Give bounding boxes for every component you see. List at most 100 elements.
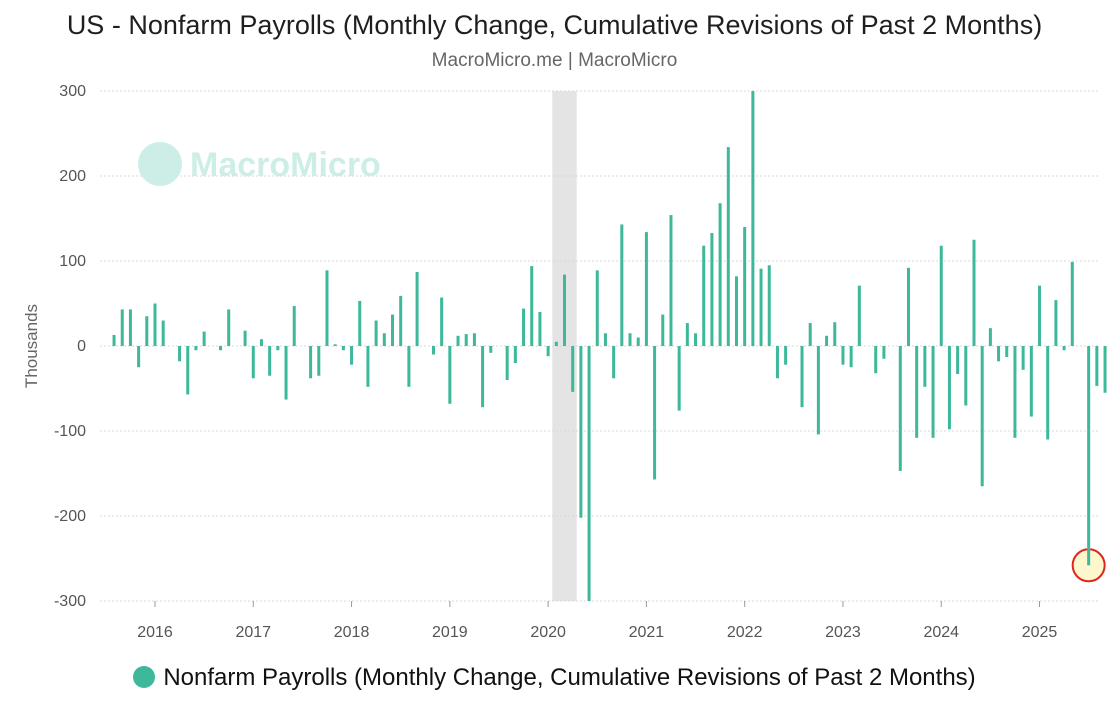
bar[interactable] <box>1005 346 1009 358</box>
bar[interactable] <box>825 335 829 346</box>
bar[interactable] <box>456 335 460 346</box>
bar[interactable] <box>718 203 722 346</box>
bar[interactable] <box>251 346 255 379</box>
bar[interactable] <box>980 346 984 487</box>
bar[interactable] <box>522 308 526 346</box>
bar[interactable] <box>137 346 141 368</box>
bar[interactable] <box>849 346 853 368</box>
bar[interactable] <box>276 346 280 351</box>
bar[interactable] <box>472 333 476 346</box>
bar[interactable] <box>374 320 378 347</box>
bar[interactable] <box>841 346 845 365</box>
bar[interactable] <box>743 227 747 346</box>
bar[interactable] <box>153 303 157 347</box>
bar-highlighted[interactable] <box>1087 346 1091 566</box>
bar[interactable] <box>1095 346 1099 386</box>
bar[interactable] <box>956 346 960 375</box>
bar[interactable] <box>243 330 247 346</box>
bar[interactable] <box>1038 285 1042 346</box>
bar[interactable] <box>505 346 509 380</box>
bar[interactable] <box>309 346 313 379</box>
bar[interactable] <box>579 346 583 518</box>
bar[interactable] <box>464 334 468 346</box>
bar[interactable] <box>538 312 542 346</box>
bar[interactable] <box>800 346 804 408</box>
bar[interactable] <box>906 267 910 346</box>
bar[interactable] <box>489 346 493 353</box>
bar[interactable] <box>145 316 149 346</box>
bar[interactable] <box>120 309 124 346</box>
bar[interactable] <box>284 346 288 400</box>
bar[interactable] <box>816 346 820 435</box>
bar[interactable] <box>1029 346 1033 417</box>
bar[interactable] <box>259 339 263 346</box>
bar[interactable] <box>325 270 329 346</box>
bar[interactable] <box>350 346 354 365</box>
bar[interactable] <box>931 346 935 438</box>
bar[interactable] <box>784 346 788 365</box>
bar[interactable] <box>661 314 665 346</box>
bar[interactable] <box>628 333 632 346</box>
bar[interactable] <box>268 346 272 376</box>
bar[interactable] <box>1013 346 1017 438</box>
bar[interactable] <box>1046 346 1050 440</box>
bar[interactable] <box>947 346 951 430</box>
bar[interactable] <box>333 344 337 346</box>
bar[interactable] <box>775 346 779 379</box>
bar[interactable] <box>391 314 395 346</box>
bar[interactable] <box>882 346 886 359</box>
legend[interactable]: Nonfarm Payrolls (Monthly Change, Cumula… <box>0 664 1109 692</box>
bar[interactable] <box>554 341 558 346</box>
bar[interactable] <box>415 272 419 346</box>
bar[interactable] <box>546 346 550 357</box>
bar[interactable] <box>603 333 607 346</box>
bar[interactable] <box>481 346 485 408</box>
bar[interactable] <box>202 331 206 346</box>
bar[interactable] <box>972 239 976 346</box>
bar[interactable] <box>571 346 575 392</box>
bar[interactable] <box>997 346 1001 362</box>
bar[interactable] <box>636 337 640 347</box>
bar[interactable] <box>219 346 223 351</box>
bar[interactable] <box>898 346 902 471</box>
bar[interactable] <box>751 91 755 346</box>
bar[interactable] <box>620 224 624 346</box>
bar[interactable] <box>595 270 599 346</box>
bar[interactable] <box>669 215 673 346</box>
bar[interactable] <box>726 147 730 346</box>
bar[interactable] <box>358 300 362 346</box>
bar[interactable] <box>407 346 411 387</box>
bar[interactable] <box>808 323 812 346</box>
bar[interactable] <box>366 346 370 387</box>
bar[interactable] <box>685 323 689 346</box>
bar[interactable] <box>1054 300 1058 346</box>
bar[interactable] <box>964 346 968 406</box>
bar[interactable] <box>915 346 919 438</box>
bar[interactable] <box>530 266 534 346</box>
bar[interactable] <box>1062 346 1066 351</box>
bar[interactable] <box>710 232 714 346</box>
bar[interactable] <box>186 346 190 395</box>
bar[interactable] <box>857 285 861 346</box>
bar[interactable] <box>644 232 648 346</box>
bar[interactable] <box>694 333 698 346</box>
bar[interactable] <box>702 245 706 346</box>
bar[interactable] <box>563 274 566 346</box>
bar[interactable] <box>653 346 657 480</box>
bar[interactable] <box>431 346 435 355</box>
bar[interactable] <box>767 265 771 346</box>
bar[interactable] <box>1021 346 1025 370</box>
bar[interactable] <box>440 297 444 346</box>
bar[interactable] <box>587 346 591 601</box>
bar[interactable] <box>833 322 837 346</box>
bar[interactable] <box>1070 261 1074 346</box>
bar[interactable] <box>513 346 517 363</box>
bar[interactable] <box>677 346 681 411</box>
bar[interactable] <box>939 245 943 346</box>
bar[interactable] <box>612 346 616 379</box>
bar[interactable] <box>112 334 116 346</box>
bar[interactable] <box>448 346 452 404</box>
bar[interactable] <box>1103 346 1107 393</box>
bar[interactable] <box>178 346 182 362</box>
bar[interactable] <box>194 346 198 351</box>
